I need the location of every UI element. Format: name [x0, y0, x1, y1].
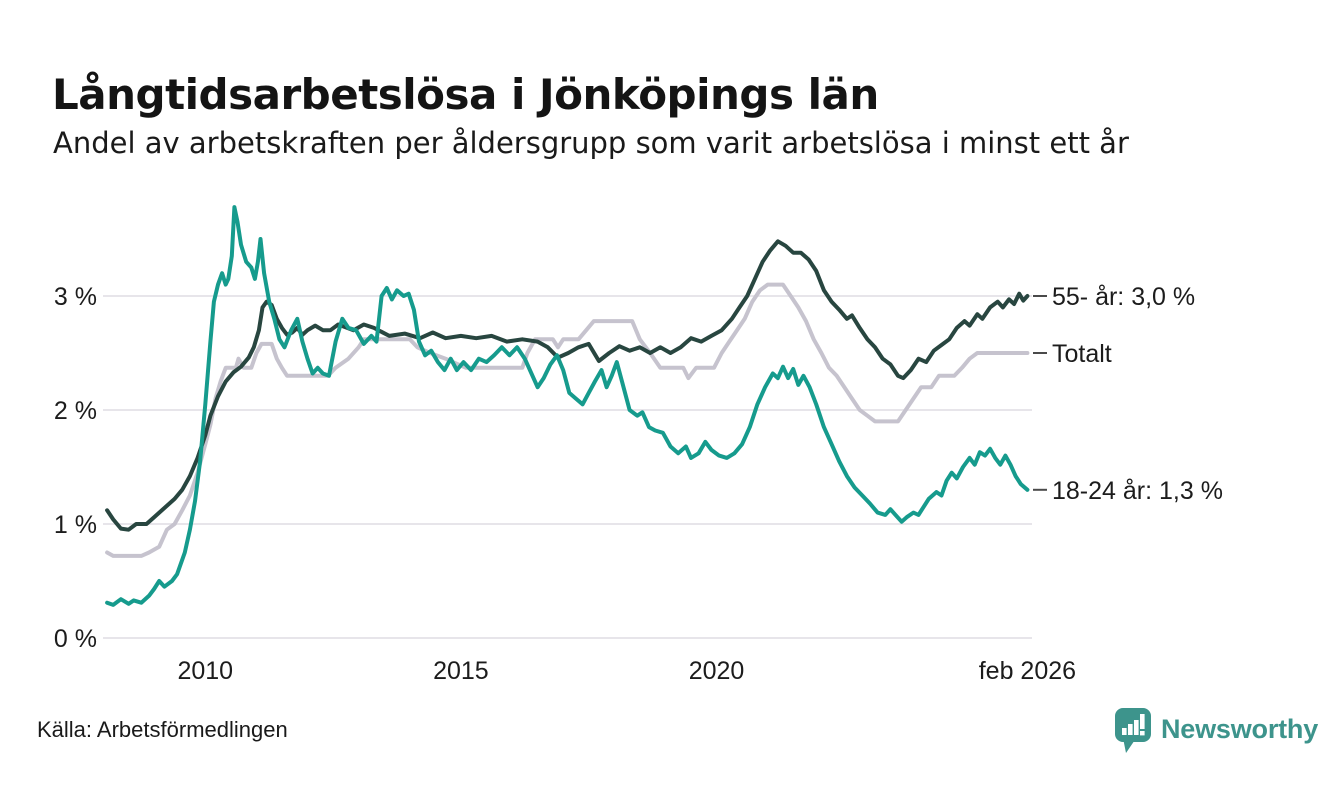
x-axis-label-2020: 2020 [689, 657, 745, 685]
y-axis-label-0: 0 % [54, 625, 97, 653]
end-label-18-24-r: 18-24 år: 1,3 % [1052, 477, 1223, 505]
y-axis-label-1: 1 % [54, 511, 97, 539]
source-note: Källa: Arbetsförmedlingen [37, 717, 288, 742]
series-line-18-24-r [105, 205, 1030, 607]
page-title: Långtidsarbetslösa i Jönköpings län [52, 70, 879, 120]
y-axis-label-2: 2 % [54, 397, 97, 425]
x-axis-label-feb-2026: feb 2026 [979, 657, 1076, 685]
y-axis-label-3: 3 % [54, 283, 97, 311]
end-label-totalt: Totalt [1052, 340, 1112, 368]
page-subtitle: Andel av arbetskraften per åldersgrupp s… [53, 126, 1129, 160]
x-axis-label-2010: 2010 [177, 657, 233, 685]
series-line-totalt [105, 282, 1030, 558]
series-line-55-r [105, 239, 1030, 532]
x-axis-label-2015: 2015 [433, 657, 489, 685]
newsworthy-logo-icon [1115, 708, 1151, 753]
newsworthy-brand-link[interactable]: Newsworthy [1114, 707, 1318, 755]
end-label-55-r: 55- år: 3,0 % [1052, 283, 1195, 311]
newsworthy-brand-text: Newsworthy [1161, 714, 1319, 744]
